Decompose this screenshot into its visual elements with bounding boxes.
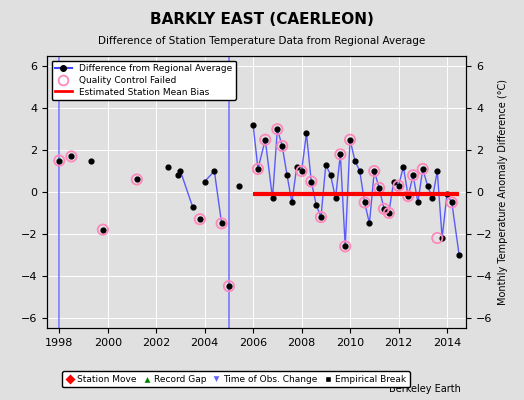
Point [217, 220, 226, 226]
Point [385, 210, 393, 216]
Point [188, 204, 196, 210]
Point [375, 185, 384, 191]
Point [312, 201, 320, 208]
Point [268, 195, 277, 202]
Point [317, 214, 325, 220]
Point [176, 168, 184, 174]
Point [380, 206, 388, 212]
Point [447, 199, 456, 206]
Point [438, 235, 446, 241]
Point [326, 172, 335, 178]
Point [225, 283, 233, 289]
Point [404, 193, 412, 199]
Point [302, 130, 311, 137]
Point [365, 220, 374, 226]
Point [409, 172, 417, 178]
Point [195, 216, 204, 222]
Point [86, 158, 95, 164]
Point [133, 176, 141, 183]
Legend: Difference from Regional Average, Quality Control Failed, Estimated Station Mean: Difference from Regional Average, Qualit… [52, 60, 236, 100]
Point [399, 164, 408, 170]
Point [380, 206, 388, 212]
Point [292, 164, 301, 170]
Point [322, 162, 330, 168]
Text: BARKLY EAST (CAERLEON): BARKLY EAST (CAERLEON) [150, 12, 374, 27]
Point [195, 216, 204, 222]
Point [55, 158, 63, 164]
Point [346, 136, 354, 143]
Point [164, 164, 172, 170]
Point [370, 168, 378, 174]
Point [341, 243, 350, 250]
Point [217, 220, 226, 226]
Point [433, 235, 442, 241]
Point [67, 153, 75, 160]
Point [455, 252, 463, 258]
Text: Difference of Station Temperature Data from Regional Average: Difference of Station Temperature Data f… [99, 36, 425, 46]
Point [99, 226, 107, 233]
Point [298, 168, 306, 174]
Point [278, 143, 287, 149]
Point [317, 214, 325, 220]
Point [298, 168, 306, 174]
Point [307, 178, 315, 185]
Point [133, 176, 141, 183]
Point [409, 172, 417, 178]
Point [273, 126, 281, 132]
Point [67, 153, 75, 160]
Point [261, 136, 269, 143]
Point [385, 210, 393, 216]
Point [395, 182, 403, 189]
Point [55, 158, 63, 164]
Point [225, 283, 233, 289]
Text: Berkeley Earth: Berkeley Earth [389, 384, 461, 394]
Point [99, 226, 107, 233]
Point [288, 199, 296, 206]
Point [249, 122, 257, 128]
Point [423, 182, 432, 189]
Point [346, 136, 354, 143]
Point [447, 199, 456, 206]
Point [428, 195, 436, 202]
Legend: Station Move, Record Gap, Time of Obs. Change, Empirical Break: Station Move, Record Gap, Time of Obs. C… [62, 371, 410, 388]
Point [356, 168, 364, 174]
Point [283, 172, 291, 178]
Point [261, 136, 269, 143]
Point [414, 199, 422, 206]
Point [419, 166, 427, 172]
Point [404, 193, 412, 199]
Point [351, 158, 359, 164]
Point [336, 151, 345, 158]
Point [307, 178, 315, 185]
Point [234, 182, 243, 189]
Point [433, 168, 442, 174]
Y-axis label: Monthly Temperature Anomaly Difference (°C): Monthly Temperature Anomaly Difference (… [498, 79, 508, 305]
Point [361, 199, 369, 206]
Point [336, 151, 345, 158]
Point [254, 166, 262, 172]
Point [331, 195, 340, 202]
Point [341, 243, 350, 250]
Point [443, 191, 451, 197]
Point [370, 168, 378, 174]
Point [389, 178, 398, 185]
Point [254, 166, 262, 172]
Point [395, 182, 403, 189]
Point [201, 178, 209, 185]
Point [210, 168, 219, 174]
Point [361, 199, 369, 206]
Point [174, 172, 182, 178]
Point [375, 185, 384, 191]
Point [419, 166, 427, 172]
Point [273, 126, 281, 132]
Point [278, 143, 287, 149]
